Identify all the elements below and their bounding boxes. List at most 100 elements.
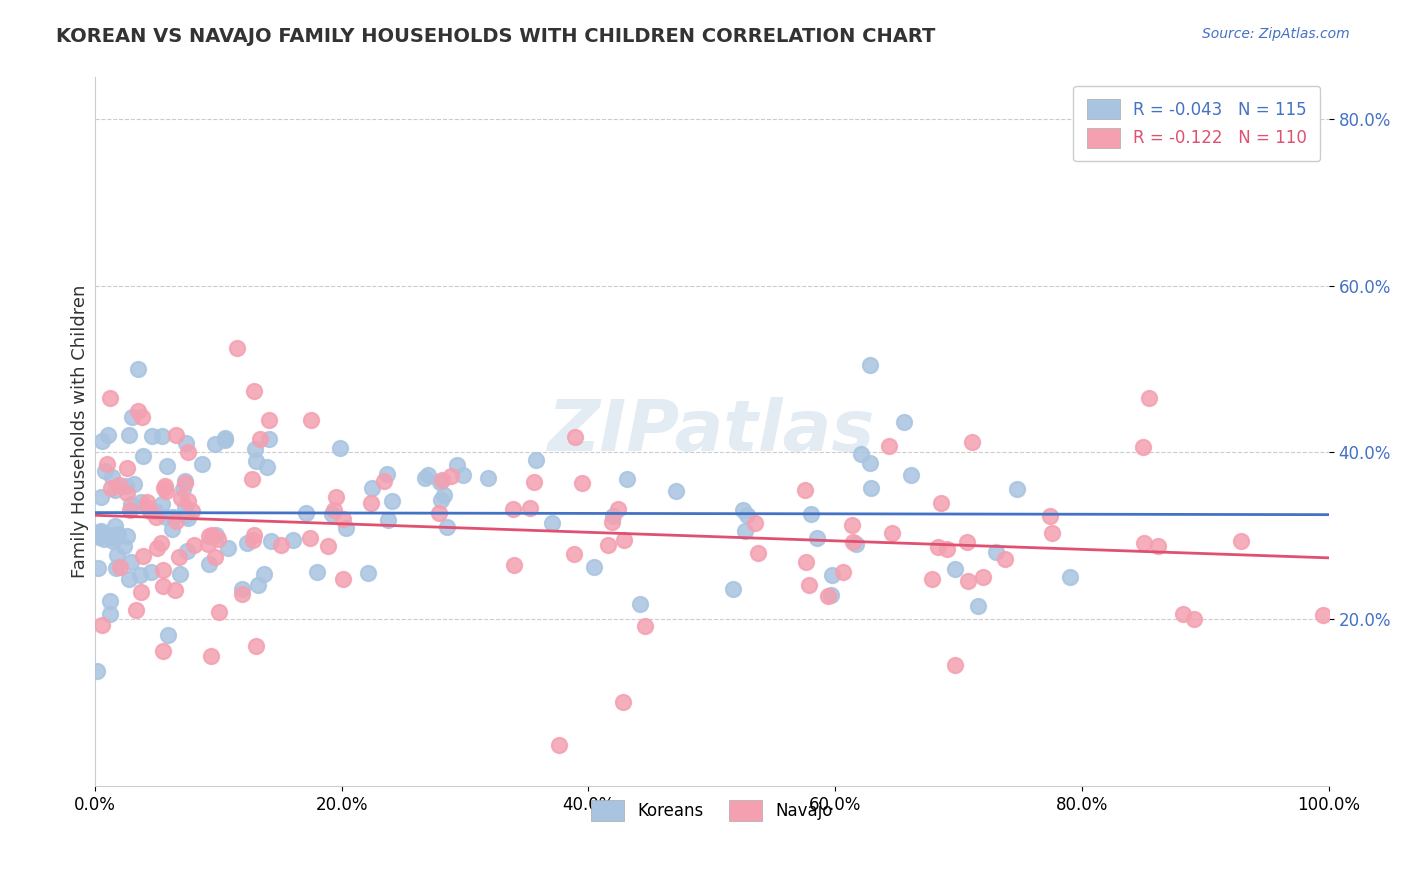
Point	[104, 531, 127, 545]
Text: ZIPatlas: ZIPatlas	[548, 397, 876, 467]
Point	[731, 502, 754, 516]
Legend: Koreans, Navajo: Koreans, Navajo	[578, 787, 846, 834]
Point	[723, 582, 745, 596]
Point	[169, 566, 191, 581]
Point	[943, 562, 966, 576]
Point	[877, 439, 900, 453]
Point	[98, 607, 121, 622]
Point	[128, 567, 150, 582]
Point	[191, 457, 214, 471]
Point	[519, 501, 541, 516]
Point	[150, 497, 173, 511]
Point	[329, 441, 352, 455]
Point	[97, 427, 120, 442]
Point	[129, 585, 152, 599]
Point	[155, 483, 177, 498]
Point	[165, 428, 187, 442]
Point	[1137, 391, 1160, 405]
Point	[226, 341, 249, 355]
Point	[440, 469, 463, 483]
Point	[859, 358, 882, 372]
Point	[943, 658, 966, 673]
Point	[183, 538, 205, 552]
Point	[243, 527, 266, 541]
Point	[118, 573, 141, 587]
Point	[131, 410, 153, 425]
Point	[257, 413, 280, 427]
Point	[260, 534, 283, 549]
Point	[174, 475, 197, 490]
Point	[94, 465, 117, 479]
Point	[96, 457, 118, 471]
Point	[231, 582, 253, 597]
Point	[986, 545, 1008, 559]
Point	[993, 552, 1015, 566]
Point	[966, 599, 988, 613]
Point	[735, 508, 758, 522]
Point	[245, 639, 267, 653]
Point	[1147, 539, 1170, 553]
Point	[115, 461, 138, 475]
Point	[127, 361, 149, 376]
Point	[139, 565, 162, 579]
Point	[1040, 526, 1063, 541]
Point	[541, 516, 564, 531]
Point	[165, 514, 187, 528]
Point	[217, 541, 239, 555]
Point	[318, 539, 340, 553]
Point	[628, 597, 651, 611]
Point	[89, 530, 111, 544]
Point	[283, 533, 305, 547]
Point	[880, 526, 903, 541]
Point	[794, 483, 817, 497]
Point	[89, 524, 111, 539]
Point	[115, 486, 138, 500]
Point	[90, 490, 112, 504]
Point	[299, 413, 322, 427]
Point	[929, 495, 952, 509]
Point	[845, 537, 868, 551]
Point	[799, 578, 821, 592]
Point	[204, 436, 226, 450]
Point	[91, 617, 114, 632]
Point	[118, 428, 141, 442]
Point	[153, 481, 176, 495]
Point	[253, 566, 276, 581]
Point	[900, 468, 922, 483]
Point	[197, 558, 219, 572]
Point	[152, 579, 174, 593]
Point	[100, 481, 122, 495]
Point	[112, 539, 135, 553]
Point	[413, 471, 436, 485]
Point	[582, 559, 605, 574]
Point	[201, 527, 224, 541]
Point	[157, 628, 180, 642]
Point	[149, 536, 172, 550]
Point	[125, 602, 148, 616]
Point	[744, 516, 766, 531]
Point	[90, 524, 112, 539]
Point	[294, 506, 316, 520]
Point	[734, 524, 756, 539]
Text: Source: ZipAtlas.com: Source: ZipAtlas.com	[1202, 27, 1350, 41]
Point	[160, 522, 183, 536]
Point	[322, 503, 344, 517]
Point	[235, 536, 257, 550]
Point	[150, 429, 173, 443]
Point	[177, 511, 200, 525]
Point	[796, 555, 818, 569]
Point	[174, 500, 197, 515]
Point	[107, 526, 129, 541]
Point	[665, 484, 688, 499]
Point	[832, 566, 855, 580]
Point	[174, 436, 197, 450]
Point	[335, 521, 357, 535]
Point	[214, 431, 236, 445]
Point	[921, 572, 943, 586]
Point	[208, 605, 231, 619]
Point	[1312, 607, 1334, 622]
Point	[524, 453, 547, 467]
Point	[1039, 509, 1062, 524]
Point	[242, 533, 264, 547]
Point	[430, 473, 453, 487]
